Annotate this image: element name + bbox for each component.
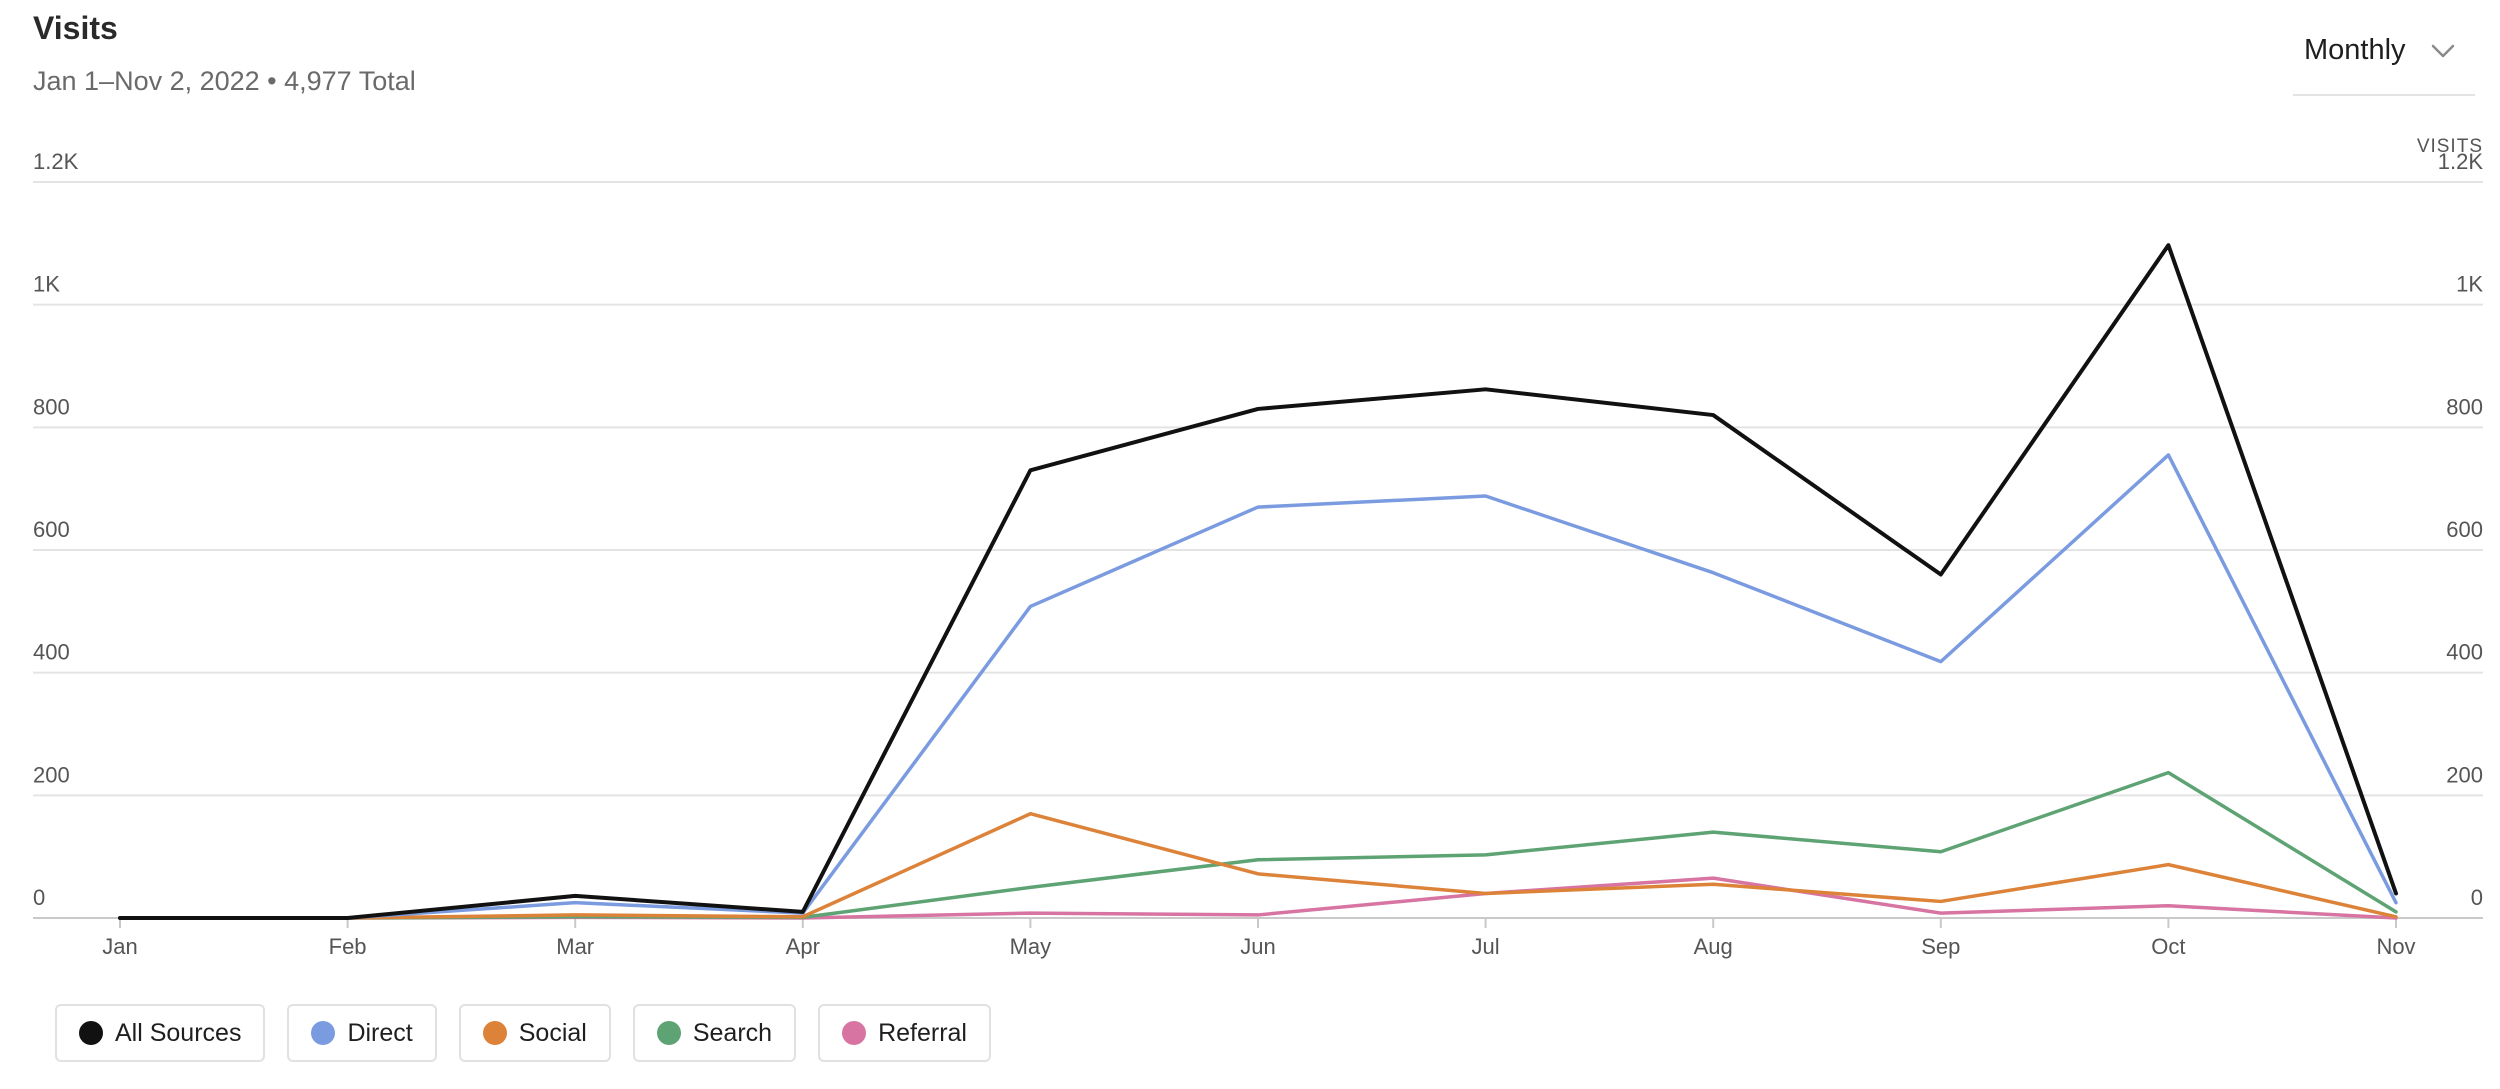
x-tick-label: Nov <box>2376 934 2415 959</box>
series-line-direct <box>118 453 2398 920</box>
chevron-down-icon <box>2431 44 2455 58</box>
legend-swatch <box>311 1021 336 1045</box>
x-tick-label: Mar <box>556 934 594 959</box>
legend-item-search[interactable]: Search <box>632 1004 797 1062</box>
series-line-social <box>118 811 2398 920</box>
y-tick-label-right: 800 <box>2446 394 2483 419</box>
y-tick-label-right: 400 <box>2446 640 2483 665</box>
y-tick-label-right: 200 <box>2446 762 2483 787</box>
right-axis-title: VISITS <box>2417 136 2483 157</box>
legend-label: All Sources <box>115 1018 242 1047</box>
x-tick-label: Jan <box>102 934 137 959</box>
legend-label: Search <box>692 1018 773 1047</box>
y-tick-label-right: 600 <box>2446 517 2483 542</box>
legend-label: Direct <box>347 1018 413 1047</box>
x-tick-label: Jun <box>1240 934 1275 959</box>
series-line-all-sources <box>118 243 2398 920</box>
y-tick-label-left: 800 <box>33 394 70 419</box>
legend-swatch <box>842 1021 867 1045</box>
chart-subtitle: Jan 1–Nov 2, 2022 • 4,977 Total <box>33 66 416 96</box>
legend: All Sources Direct Social Search Referral <box>55 1004 991 1062</box>
chart-title: Visits <box>33 10 118 46</box>
period-dropdown[interactable]: Monthly <box>2293 22 2475 96</box>
legend-item-all-sources[interactable]: All Sources <box>55 1004 266 1062</box>
legend-item-direct[interactable]: Direct <box>287 1004 437 1062</box>
y-tick-label-right: 0 <box>2471 885 2483 910</box>
y-tick-label-left: 200 <box>33 762 70 787</box>
period-dropdown-value: Monthly <box>2304 34 2406 66</box>
x-tick-label: Apr <box>786 934 820 959</box>
legend-swatch <box>656 1021 681 1045</box>
legend-label: Referral <box>878 1018 967 1047</box>
x-tick-label: Sep <box>1921 934 1960 959</box>
x-tick-label: Feb <box>329 934 367 959</box>
x-tick-label: Oct <box>2151 934 2185 959</box>
x-tick-label: Aug <box>1694 934 1733 959</box>
x-tick-label: Jul <box>1472 934 1500 959</box>
y-tick-label-right: 1K <box>2456 272 2483 297</box>
y-tick-label-left: 0 <box>33 885 45 910</box>
legend-label: Social <box>518 1018 587 1047</box>
y-tick-label-left: 1.2K <box>33 149 79 174</box>
legend-swatch <box>79 1021 103 1045</box>
legend-item-referral[interactable]: Referral <box>818 1004 991 1062</box>
y-tick-label-left: 1K <box>33 272 60 297</box>
y-tick-label-right: 1.2K <box>2438 149 2484 174</box>
x-tick-label: May <box>1010 934 1052 959</box>
legend-item-social[interactable]: Social <box>458 1004 611 1062</box>
legend-swatch <box>482 1021 507 1045</box>
y-tick-label-left: 600 <box>33 517 70 542</box>
y-tick-label-left: 400 <box>33 640 70 665</box>
